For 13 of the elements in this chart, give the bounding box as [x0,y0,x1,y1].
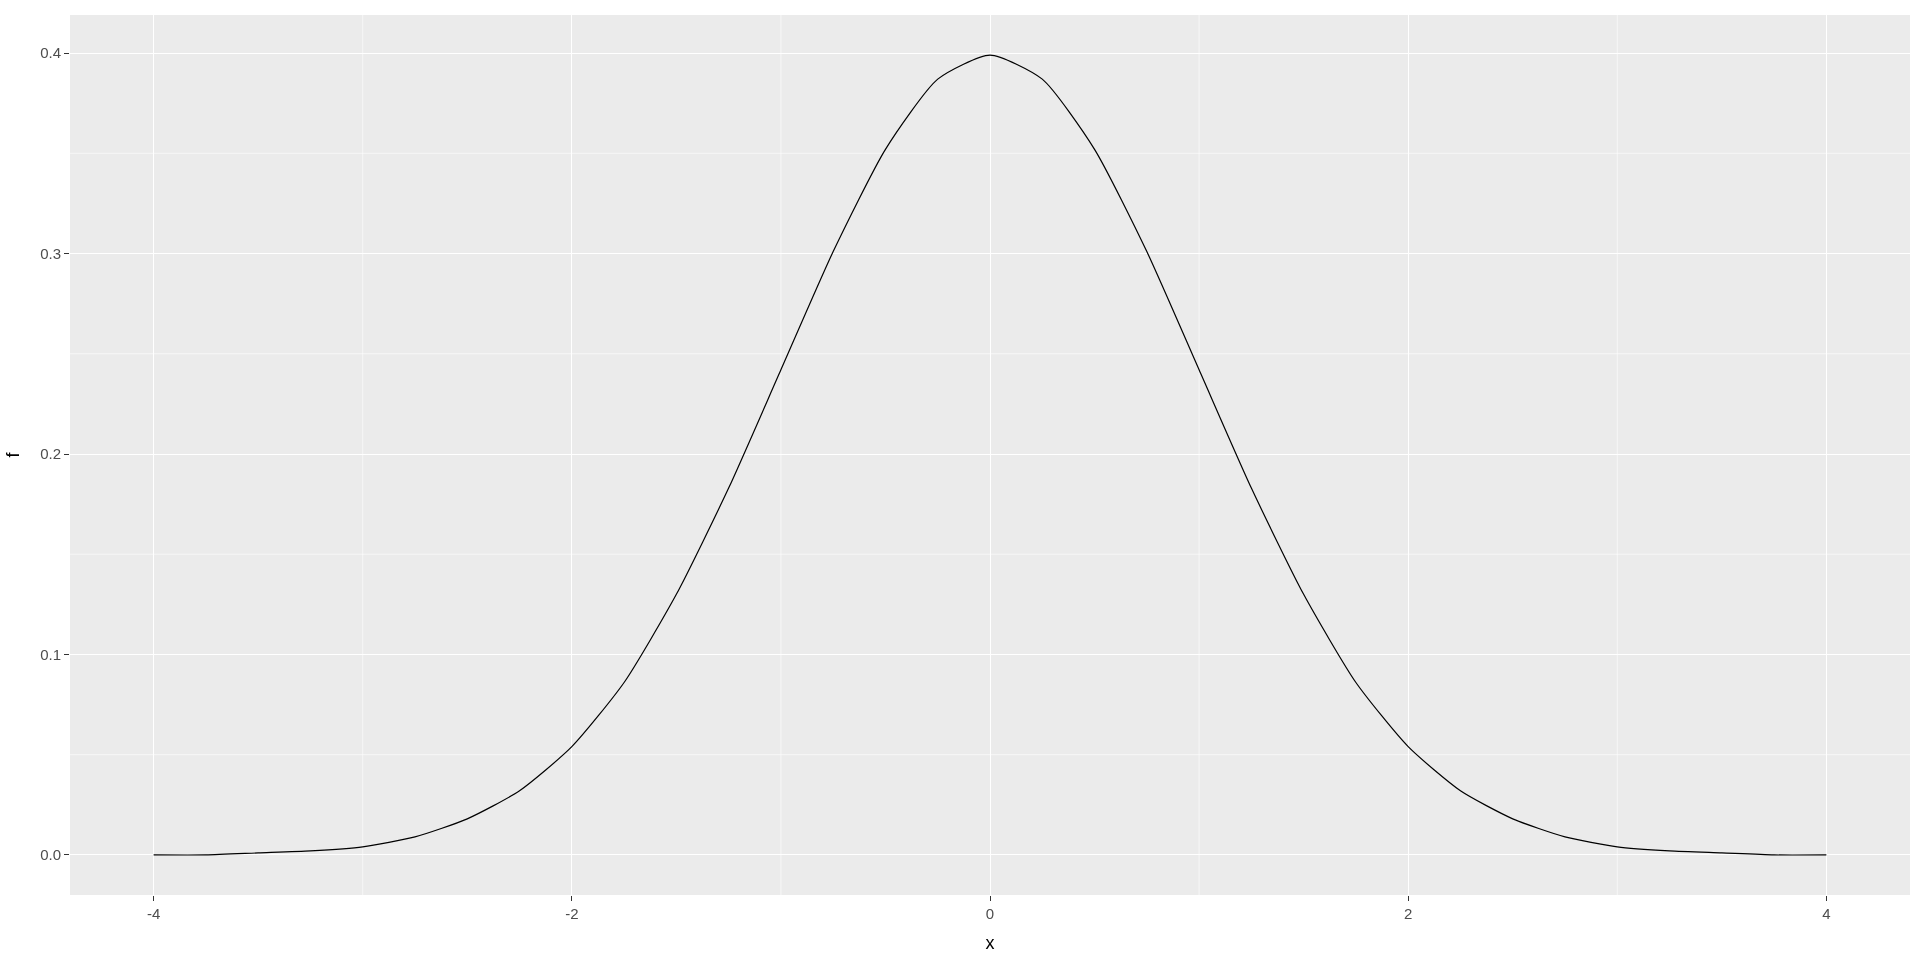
y-tick-label: 0.4 [40,44,61,62]
y-tick-label: 0.2 [40,445,61,463]
x-tick-label: -2 [565,905,579,922]
y-tick-label: 0.1 [40,645,61,663]
x-tick-label: 2 [1404,905,1413,922]
x-axis-title: x [985,933,995,954]
x-tick-label: 4 [1822,905,1831,922]
y-tick-label: 0.3 [40,244,61,262]
line-series [153,54,1827,856]
x-tick-label: -4 [146,905,161,922]
y-tick-label: 0.0 [40,846,61,864]
y-axis-title: f [3,451,24,458]
x-tick-label: 0 [985,905,995,922]
